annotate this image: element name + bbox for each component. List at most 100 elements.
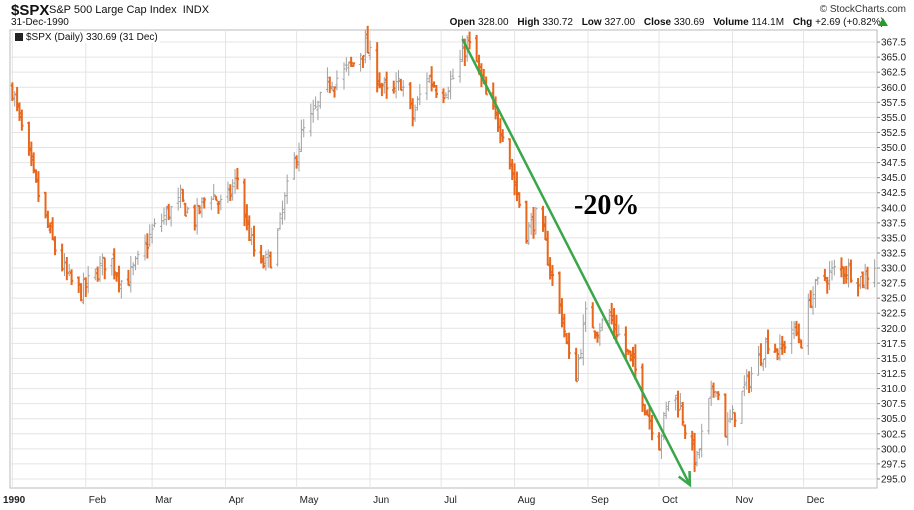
price-bar [598,323,602,346]
price-bar [491,82,495,110]
price-bar [832,259,836,276]
decline-annotation: -20% [574,190,640,221]
price-bar [756,345,761,376]
y-tick-label: 297.5 [881,459,906,470]
price-bar [775,348,780,361]
y-tick-label: 330.0 [881,264,906,275]
price-bar [730,405,735,421]
price-bar [46,210,50,228]
price-bar [202,197,206,209]
price-bar [610,302,614,325]
price-bar [252,225,256,257]
price-bar [825,276,829,294]
price-bar [117,265,121,293]
price-bar [183,202,187,217]
volume-value: 114.1M [751,17,785,28]
price-bar [51,217,55,241]
price-bar [335,70,339,91]
price-bar [178,184,183,209]
price-bar [747,371,751,393]
x-tick-label: Oct [662,495,678,506]
price-bar [318,91,322,109]
y-tick-label: 300.0 [881,444,906,455]
price-bar [574,347,578,383]
price-bar [366,25,370,54]
price-bar [69,269,74,286]
price-bar [745,369,749,390]
price-bar [302,119,306,138]
price-bar [700,423,704,458]
price-bar [458,49,462,83]
price-bar [548,257,552,280]
price-bar [858,275,863,290]
price-bar [716,391,720,401]
price-bar [441,88,446,104]
symbol: $SPX [11,2,50,19]
price-bar [17,102,22,121]
price-bar [666,401,671,412]
x-tick-label: Apr [229,495,245,506]
price-bar [733,411,737,427]
x-tick-label: Mar [155,495,173,506]
chg-label: Chg [792,17,813,28]
high-value: 330.72 [542,17,573,28]
price-bar [581,314,585,366]
y-tick-label: 302.5 [881,429,906,440]
price-bar [430,66,434,92]
price-bar [783,340,787,354]
price-bar [759,343,763,366]
price-bar [169,205,173,227]
price-bar [742,375,746,397]
price-bar [375,42,379,93]
quote-stats: Open 328.00 High 330.72 Low 327.00 Close… [444,17,884,28]
price-bar [617,324,621,337]
price-bar [164,205,168,226]
price-bar [427,74,431,83]
price-bar [344,57,348,72]
price-bar [692,432,697,472]
price-bar [501,129,505,143]
price-bar [764,337,768,368]
y-tick-label: 345.0 [881,173,906,184]
price-bar [678,392,682,411]
price-bar [48,222,52,234]
y-tick-label: 355.0 [881,113,906,124]
price-bar [690,430,694,451]
price-bar [591,302,595,329]
price-bar [53,236,57,256]
price-bar [873,259,877,288]
price-bar [411,98,415,127]
price-bar [600,318,604,331]
y-tick-label: 362.5 [881,68,906,79]
x-tick-label: Dec [807,495,825,506]
x-tick-label: Sep [591,495,609,506]
price-bar [560,298,564,328]
price-bar [584,301,588,332]
price-bar [385,71,389,99]
x-tick-label: Jun [373,495,389,506]
price-bar [631,346,635,367]
price-bar [797,323,801,344]
price-bar [681,402,685,426]
legend-icon [15,33,23,41]
index-name-text: S&P 500 Large Cap Index [49,4,177,16]
y-tick-label: 310.0 [881,384,906,395]
price-bar [145,233,149,259]
close-label: Close [643,17,672,28]
date: 31-Dec-1990 [11,17,69,28]
price-bar [358,52,363,72]
volume-label: Volume [713,17,749,28]
price-bar [674,394,678,411]
price-bar [181,188,185,202]
x-tick-label: May [300,495,319,506]
price-bar [607,308,611,326]
price-bar [697,448,701,459]
price-bar [309,103,313,137]
price-bar [849,259,853,283]
price-bar [425,72,429,101]
price-bar [467,31,472,50]
price-bar [143,234,147,261]
price-bar [332,86,337,98]
price-bar [264,250,268,271]
price-bar [86,266,90,294]
